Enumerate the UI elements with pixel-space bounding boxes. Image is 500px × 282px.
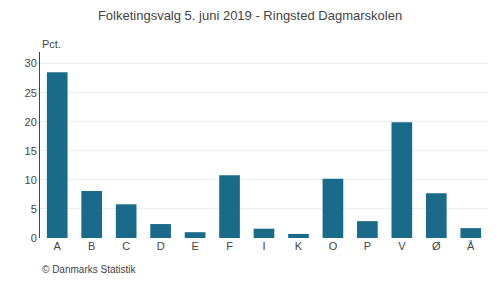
svg-text:Folketingsvalg 5. juni 2019 -: Folketingsvalg 5. juni 2019 - Ringsted D… — [98, 8, 402, 23]
svg-text:Pct.: Pct. — [42, 38, 61, 50]
svg-text:C: C — [122, 240, 130, 252]
svg-text:B: B — [88, 240, 95, 252]
svg-text:I: I — [262, 240, 265, 252]
svg-text:Å: Å — [467, 240, 475, 252]
svg-text:25: 25 — [25, 87, 37, 99]
svg-text:E: E — [191, 240, 198, 252]
svg-text:10: 10 — [25, 174, 37, 186]
svg-text:P: P — [364, 240, 371, 252]
svg-text:20: 20 — [25, 116, 37, 128]
svg-text:F: F — [226, 240, 233, 252]
svg-text:O: O — [329, 240, 338, 252]
svg-text:30: 30 — [25, 57, 37, 69]
svg-text:A: A — [54, 240, 62, 252]
svg-text:© Danmarks Statistik: © Danmarks Statistik — [42, 264, 137, 275]
svg-text:D: D — [157, 240, 165, 252]
svg-text:Ø: Ø — [432, 240, 441, 252]
svg-text:15: 15 — [25, 145, 37, 157]
svg-text:V: V — [398, 240, 406, 252]
svg-text:K: K — [295, 240, 303, 252]
svg-text:0: 0 — [31, 232, 37, 244]
svg-text:5: 5 — [31, 203, 37, 215]
